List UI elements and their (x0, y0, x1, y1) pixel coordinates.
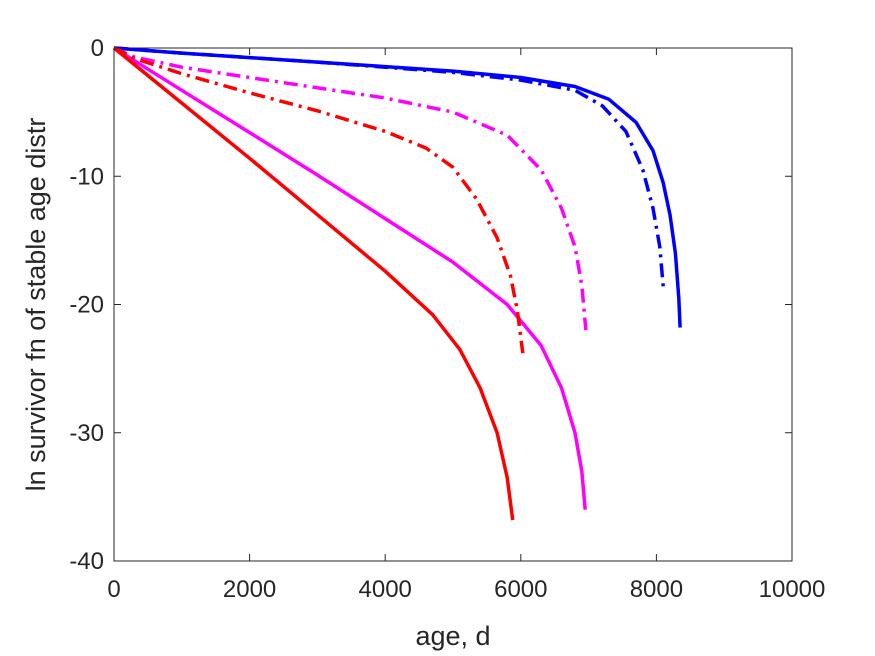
x-tick-label: 4000 (359, 576, 412, 603)
y-axis-label: ln survivor fn of stable age distr (21, 118, 51, 492)
series-group (112, 46, 682, 521)
series-line-5 (112, 46, 515, 521)
y-tick-label: 0 (91, 35, 104, 62)
x-tick-label: 8000 (630, 576, 683, 603)
x-tick-label: 2000 (223, 576, 276, 603)
x-axis-label: age, d (415, 621, 490, 651)
y-tick-label: -40 (69, 548, 104, 575)
series-line-1 (113, 46, 682, 328)
series-line-6 (113, 46, 525, 354)
series-line-4 (113, 46, 588, 331)
x-tick-label: 0 (107, 576, 120, 603)
x-tick-label: 6000 (494, 576, 547, 603)
y-axis-ticks: -40 -30 -20 -10 0 (69, 35, 792, 575)
plot-area (113, 47, 793, 562)
series-line-3 (113, 46, 587, 510)
series-line-2 (113, 46, 665, 287)
y-tick-label: -30 (69, 420, 104, 447)
x-axis-ticks: 0 2000 4000 6000 8000 10000 (107, 48, 825, 603)
y-tick-label: -10 (69, 163, 104, 190)
y-tick-label: -20 (69, 292, 104, 319)
plot-frame (113, 47, 793, 562)
x-tick-label: 10000 (759, 576, 826, 603)
